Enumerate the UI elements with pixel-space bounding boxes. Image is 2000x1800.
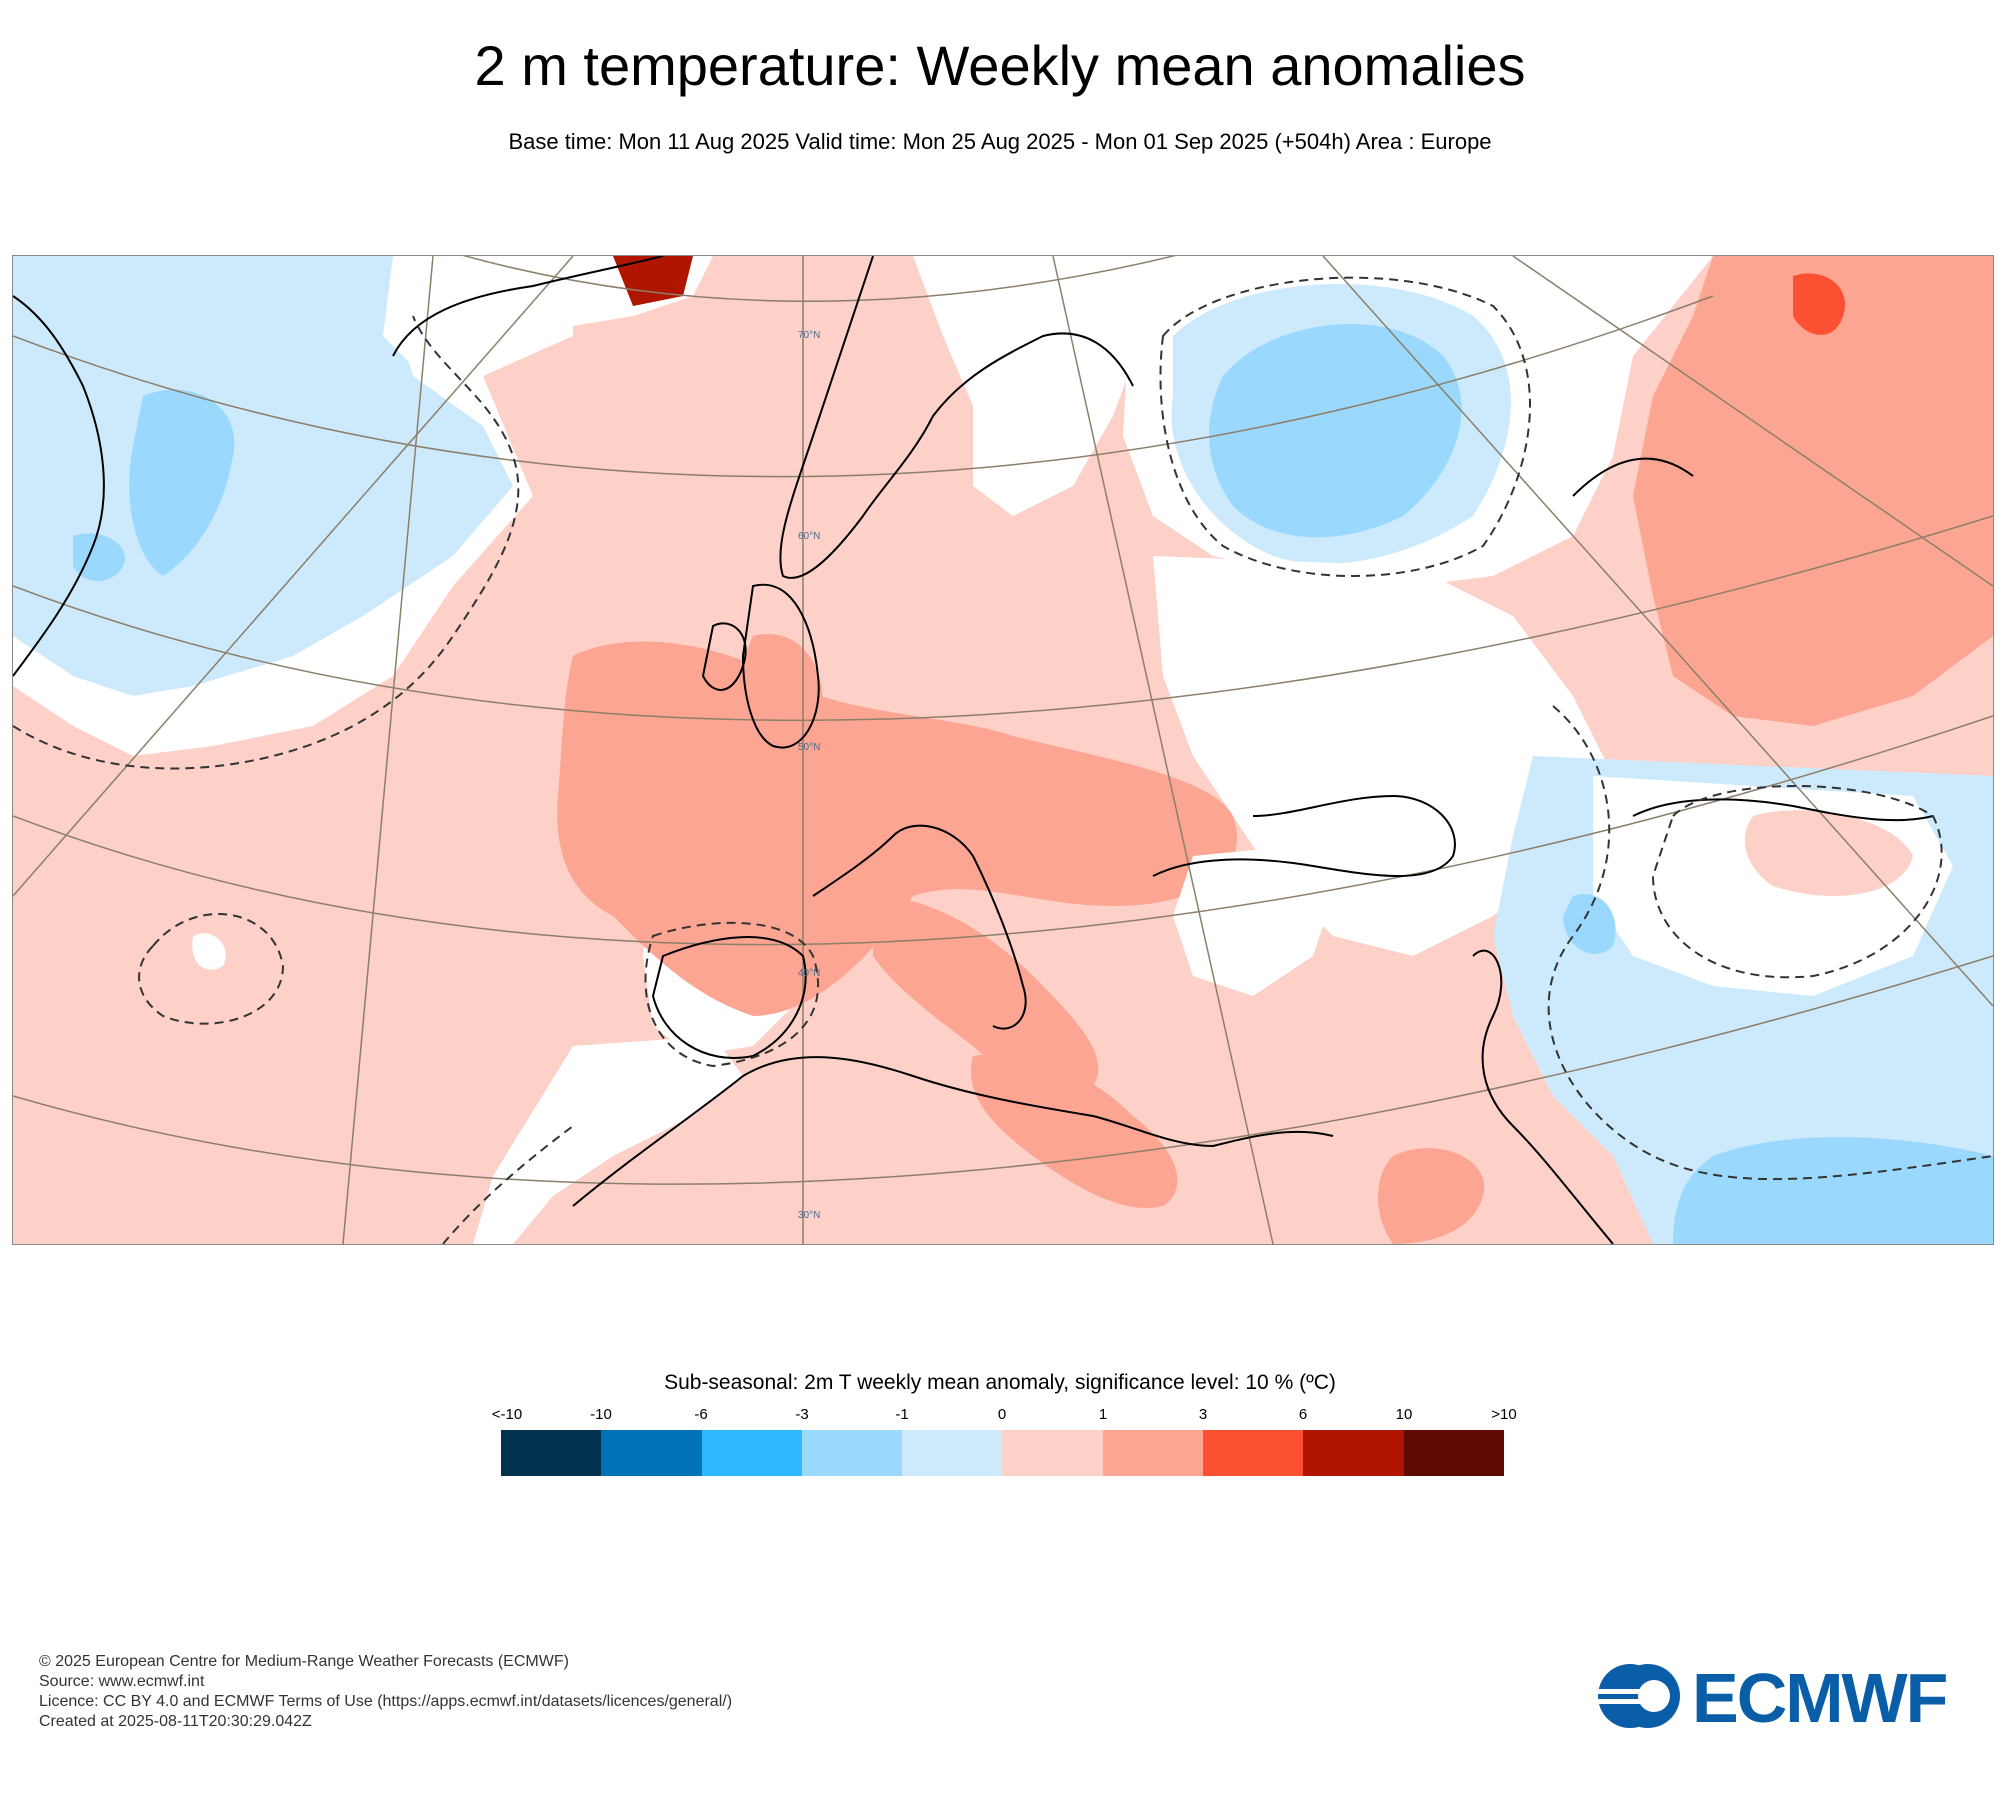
legend-label: 6 [1298, 1406, 1308, 1423]
ecmwf-logo-mark-icon [1592, 1664, 1680, 1728]
warm-region-russia-east [1633, 256, 1993, 726]
warm-black-sea-east [1744, 810, 1913, 896]
warm-core-libya [1378, 1148, 1485, 1244]
neutral-balkans [1173, 846, 1333, 996]
legend-labels: <-10 -10 -6 -3 -1 0 1 3 6 10 >10 [488, 1406, 1528, 1424]
significance-contours [13, 276, 1993, 1244]
cold-core-southeast [1673, 1137, 1993, 1244]
cold-core-russia [1209, 323, 1462, 538]
anomaly-map[interactable]: 70°N 60°N 50°N 40°N 30°N [12, 255, 1994, 1245]
cold-core-arabia [1563, 894, 1616, 955]
warm-greenland-east [613, 256, 693, 306]
cold-region-atlantic [13, 256, 513, 696]
legend-swatch-1 [601, 1430, 702, 1476]
legend-swatch-7 [1203, 1430, 1304, 1476]
legend-swatch-4 [902, 1430, 1003, 1476]
graticule-label-60n: 60°N [798, 531, 820, 542]
cold-core-labrador [129, 389, 235, 576]
legend-label: 10 [1395, 1406, 1413, 1423]
graticule-labels: 70°N 60°N 50°N 40°N 30°N [798, 330, 820, 1221]
legend-swatch-5 [1002, 1430, 1103, 1476]
legend-label: 0 [997, 1406, 1007, 1423]
graticule-label-50n: 50°N [798, 742, 820, 753]
legend-swatch-9 [1403, 1430, 1504, 1476]
legend-swatch-2 [701, 1430, 802, 1476]
warm-core-russia [1793, 273, 1845, 335]
legend-swatch-6 [1102, 1430, 1204, 1476]
legend-swatch-0 [501, 1430, 602, 1476]
legend-swatch-8 [1303, 1430, 1404, 1476]
map-canvas: 70°N 60°N 50°N 40°N 30°N [13, 256, 1993, 1244]
cold-core-atlantic [73, 533, 125, 581]
neutral-scandinavia [913, 256, 1143, 516]
legend-label: -6 [694, 1406, 708, 1423]
legend-colorbar [501, 1430, 1504, 1476]
graticule-label-70n: 70°N [798, 330, 820, 341]
coastlines [13, 256, 1934, 1244]
footer-credits: © 2025 European Centre for Medium-Range … [39, 1652, 732, 1732]
legend-label: -10 [590, 1406, 612, 1423]
created-text: Created at 2025-08-11T20:30:29.042Z [39, 1713, 312, 1730]
legend-swatch-3 [801, 1430, 903, 1476]
graticule-label-30n: 30°N [798, 1210, 820, 1221]
warm-core-mediterranean [873, 896, 1099, 1089]
legend-label: <-10 [491, 1406, 523, 1423]
neutral-azores [192, 933, 226, 970]
warm-core-north-africa [971, 1054, 1178, 1208]
graticule-label-40n: 40°N [798, 968, 820, 979]
legend-label: -1 [895, 1406, 909, 1423]
chart-title: 2 m temperature: Weekly mean anomalies [474, 34, 1526, 97]
chart-subtitle: Base time: Mon 11 Aug 2025 Valid time: M… [508, 129, 1492, 154]
ecmwf-logo: ECMWF [1592, 1659, 1949, 1734]
graticule [13, 256, 1993, 1244]
legend-label: 3 [1198, 1406, 1208, 1423]
neutral-north-africa [473, 1036, 743, 1244]
ecmwf-logo-text: ECMWF [1692, 1659, 1947, 1734]
legend-label: >10 [1491, 1406, 1517, 1423]
licence-text: Licence: CC BY 4.0 and ECMWF Terms of Us… [39, 1693, 733, 1710]
legend-title: Sub-seasonal: 2m T weekly mean anomaly, … [664, 1371, 1336, 1394]
legend-label: 1 [1098, 1406, 1108, 1423]
copyright-text: © 2025 European Centre for Medium-Range … [39, 1653, 569, 1670]
source-text: Source: www.ecmwf.int [39, 1673, 205, 1690]
legend-label: -3 [795, 1406, 809, 1423]
